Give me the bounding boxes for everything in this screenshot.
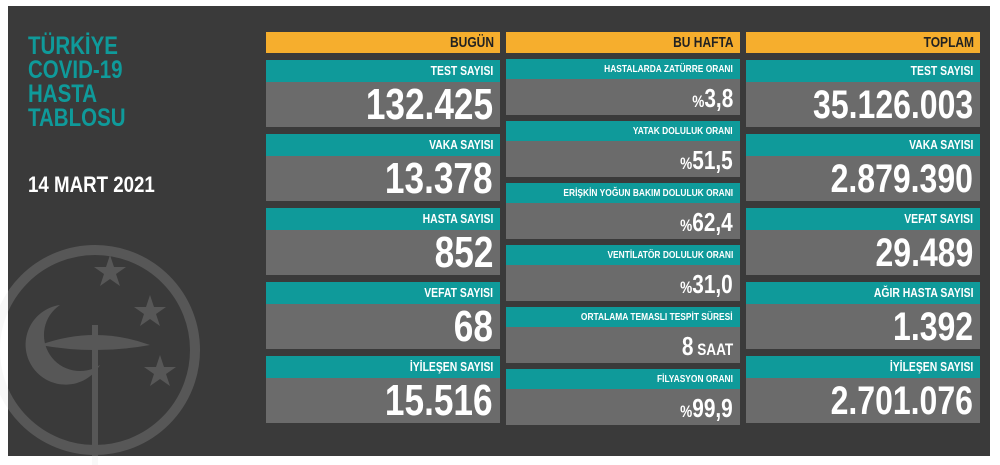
total-header: TOPLAM: [746, 32, 980, 53]
stat-label: VAKA SAYISI: [908, 137, 973, 152]
stat-label: VAKA SAYISI: [428, 137, 493, 152]
stat-value: 2.701.076: [830, 379, 973, 423]
stat-prefix: %: [680, 402, 693, 421]
stat-label: HASTA SAYISI: [422, 211, 493, 226]
total-column: TOPLAM TEST SAYISI 35.126.003 VAKA SAYISI…: [746, 32, 980, 423]
stat-prefix: %: [680, 278, 693, 297]
stat-label: İYİLEŞEN SAYISI: [889, 359, 973, 374]
today-header: BUGÜN: [266, 32, 500, 53]
stat-prefix: %: [691, 92, 705, 111]
stat-value: 31,0: [692, 269, 733, 299]
header-label: BUGÜN: [450, 34, 494, 51]
stat-label: ERİŞKİN YOĞUN BAKIM DOLULUK ORANI: [563, 187, 733, 199]
stat-card: VAKA SAYISI 2.879.390: [746, 134, 980, 201]
stat-value: 8: [681, 331, 694, 361]
title-line: TÜRKİYE: [28, 32, 118, 60]
stat-suffix: SAAT: [693, 340, 733, 359]
stat-value: 1.392: [892, 305, 973, 349]
stat-card: ERİŞKİN YOĞUN BAKIM DOLULUK ORANI %62,4: [506, 183, 740, 239]
stat-value: 13.378: [385, 154, 493, 203]
stat-value: 51,5: [692, 145, 733, 175]
stat-value: 132.425: [365, 80, 493, 129]
stat-label: VEFAT SAYISI: [424, 285, 493, 300]
stat-value: 3,8: [704, 83, 733, 113]
stat-card: ORTALAMA TEMASLI TESPİT SÜRESİ 8 SAAT: [506, 307, 740, 363]
stat-card: TEST SAYISI 132.425: [266, 60, 500, 129]
stat-card: VENTİLATÖR DOLULUK ORANI %31,0: [506, 245, 740, 301]
stat-label: AĞIR HASTA SAYISI: [873, 285, 973, 300]
stat-label: VEFAT SAYISI: [904, 211, 973, 226]
stat-value: 852: [434, 228, 493, 277]
title-line: COVID-19: [28, 56, 123, 84]
stat-label: FİLYASYON ORANI: [657, 373, 733, 385]
stat-card: FİLYASYON ORANI %99,9: [506, 369, 740, 425]
ministry-emblem-icon: [0, 245, 200, 465]
stat-label: HASTALARDA ZATÜRRE ORANI: [604, 63, 733, 75]
stat-value: 29.489: [875, 231, 973, 275]
title-line: TABLOSU: [28, 104, 126, 132]
page-title: TÜRKİYE COVID-19 HASTA TABLOSU: [28, 32, 126, 132]
stat-card: İYİLEŞEN SAYISI 15.516: [266, 356, 500, 425]
stat-label: TEST SAYISI: [430, 63, 493, 78]
stat-card: İYİLEŞEN SAYISI 2.701.076: [746, 356, 980, 423]
stat-card: HASTALARDA ZATÜRRE ORANI %3,8: [506, 59, 740, 115]
stat-card: HASTA SAYISI 852: [266, 208, 500, 277]
stat-value: 99,9: [692, 393, 733, 423]
stat-card: VEFAT SAYISI 29.489: [746, 208, 980, 275]
stat-label: İYİLEŞEN SAYISI: [409, 359, 493, 374]
stat-value: 15.516: [385, 376, 493, 425]
stat-card: YATAK DOLULUK ORANI %51,5: [506, 121, 740, 177]
stat-label: VENTİLATÖR DOLULUK ORANI: [607, 249, 733, 261]
today-column: BUGÜN TEST SAYISI 132.425 VAKA SAYISI 13.3…: [266, 32, 500, 425]
stat-value: 68: [453, 302, 493, 351]
stat-value: 2.879.390: [830, 157, 973, 201]
title-line: HASTA: [28, 80, 98, 108]
week-column: BU HAFTA HASTALARDA ZATÜRRE ORANI %3,8 YA…: [506, 32, 740, 425]
stat-label: ORTALAMA TEMASLI TESPİT SÜRESİ: [581, 311, 733, 323]
stat-label: TEST SAYISI: [910, 63, 973, 78]
stat-card: VEFAT SAYISI 68: [266, 282, 500, 351]
stat-card: AĞIR HASTA SAYISI 1.392: [746, 282, 980, 349]
report-date: 14 MART 2021: [28, 172, 155, 197]
stat-card: VAKA SAYISI 13.378: [266, 134, 500, 203]
stat-card: TEST SAYISI 35.126.003: [746, 60, 980, 127]
header-label: BU HAFTA: [673, 34, 734, 51]
header-label: TOPLAM: [923, 34, 974, 51]
stat-value: 62,4: [692, 207, 733, 237]
stat-prefix: %: [680, 216, 693, 235]
stat-value: 35.126.003: [812, 83, 973, 127]
stat-prefix: %: [680, 154, 693, 173]
stat-label: YATAK DOLULUK ORANI: [633, 125, 733, 137]
week-header: BU HAFTA: [506, 32, 740, 53]
